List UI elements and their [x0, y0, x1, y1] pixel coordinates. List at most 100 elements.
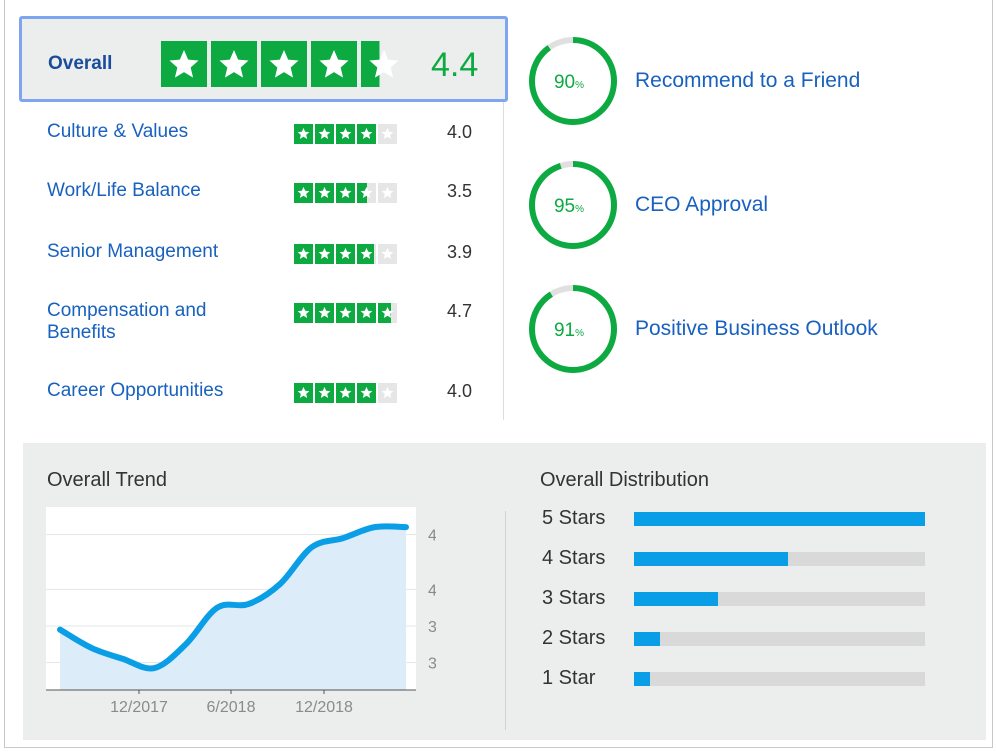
ring-label[interactable]: Positive Business Outlook — [635, 317, 878, 340]
star-icon — [381, 306, 394, 319]
y-tick-label: 4.4 — [428, 527, 436, 544]
small-star-icon — [294, 244, 313, 264]
category-value: 4.0 — [447, 381, 473, 401]
overall-star-icon — [361, 41, 407, 87]
small-star-icon — [315, 244, 334, 264]
star-icon — [318, 127, 331, 140]
ring-percent-text: 90% — [554, 72, 584, 93]
percent-ring: 95% — [529, 161, 617, 249]
distribution-label: 5 Stars — [542, 507, 606, 529]
category-label[interactable]: Culture & Values — [47, 121, 189, 142]
small-star-icon — [336, 244, 355, 264]
small-star-icon — [315, 124, 334, 144]
ring-progress — [529, 37, 617, 125]
trend-area — [60, 526, 406, 690]
category-value: 3.9 — [447, 242, 473, 262]
trend-line — [57, 523, 409, 672]
category-value: 4.0 — [447, 122, 473, 142]
star-icon — [339, 306, 352, 319]
small-star-icon — [336, 124, 355, 144]
distribution-label: 4 Stars — [542, 547, 606, 569]
distribution-label: 1 Star — [542, 667, 596, 689]
star-icon — [318, 247, 331, 260]
ring-progress — [529, 161, 617, 249]
distribution-label: 2 Stars — [542, 627, 606, 649]
small-star-icon — [315, 183, 334, 203]
star-icon — [318, 306, 331, 319]
ring-percent-unit: % — [575, 328, 584, 339]
star-icon — [339, 127, 352, 140]
distribution-bar-track — [634, 672, 925, 686]
percent-ring: 91% — [529, 285, 617, 373]
distribution-bar-fill — [634, 632, 661, 646]
star-icon — [381, 247, 394, 260]
ring-label[interactable]: Recommend to a Friend — [635, 69, 861, 92]
star-icon — [339, 186, 352, 199]
small-star-icon — [336, 303, 355, 323]
ring-percent-unit: % — [575, 204, 584, 215]
star-icon — [360, 306, 373, 319]
percent-ring: 90% — [529, 37, 617, 125]
category-label[interactable]: Career Opportunities — [47, 380, 224, 401]
star-icon — [297, 186, 310, 199]
category-stars — [294, 124, 397, 144]
x-tick-label: 12/2018 — [295, 699, 353, 716]
small-star-icon — [357, 183, 376, 203]
category-label[interactable]: Work/Life Balance — [47, 180, 201, 201]
small-star-icon — [378, 383, 397, 403]
category-value: 3.5 — [447, 181, 473, 201]
small-star-icon — [357, 303, 376, 323]
trend-title: Overall Trend — [47, 469, 168, 491]
small-star-icon — [378, 183, 397, 203]
overall-label: Overall — [48, 53, 113, 74]
ring-percent-text: 95% — [554, 196, 584, 217]
frame-bottom-border — [4, 747, 993, 748]
distribution-bar-track — [634, 592, 925, 606]
star-icon — [297, 247, 310, 260]
small-star-icon — [315, 303, 334, 323]
star-icon — [339, 386, 352, 399]
category-label[interactable]: Senior Management — [47, 241, 219, 262]
overall-star-icon — [211, 41, 257, 87]
small-star-icon — [357, 244, 376, 264]
small-star-icon — [378, 303, 397, 323]
column-divider — [503, 102, 504, 420]
small-star-icon — [294, 303, 313, 323]
star-icon — [297, 306, 310, 319]
x-tick-label: 12/2017 — [110, 699, 168, 716]
panel-divider — [505, 511, 506, 730]
trend-chart: 4.4 4.1 3.9 3.7 12/2017 6/2018 12/2018 — [46, 507, 436, 716]
category-value: 4.7 — [447, 301, 473, 321]
y-tick-label: 4.1 — [428, 582, 436, 599]
distribution-bar-fill — [634, 552, 789, 566]
small-star-icon — [357, 383, 376, 403]
y-tick-label: 3.7 — [428, 656, 436, 673]
overall-star-icon — [161, 41, 207, 87]
star-icon — [297, 386, 310, 399]
ring-progress — [529, 285, 617, 373]
star-icon — [381, 186, 394, 199]
y-tick-label: 3.9 — [428, 619, 436, 636]
star-icon — [318, 186, 331, 199]
ring-percent-number: 90 — [554, 72, 575, 93]
distribution-bar-fill — [634, 592, 719, 606]
star-icon — [169, 50, 199, 78]
category-stars — [294, 244, 397, 264]
star-icon — [369, 50, 399, 78]
distribution-bar-fill — [634, 512, 925, 526]
small-star-icon — [336, 383, 355, 403]
category-stars — [294, 383, 397, 403]
category-label[interactable]: Compensation and Benefits — [47, 300, 207, 343]
x-tick-label: 6/2018 — [207, 699, 256, 716]
ring-label[interactable]: CEO Approval — [635, 193, 769, 216]
distribution-title: Overall Distribution — [540, 469, 709, 491]
small-star-icon — [378, 244, 397, 264]
ring-percent-text: 91% — [554, 320, 584, 341]
overall-star-icon — [311, 41, 357, 87]
trend-distribution-panel: Overall Trend 4.4 4.1 3.9 3.7 12/2017 6/2018 1… — [23, 443, 986, 740]
small-star-icon — [294, 383, 313, 403]
distribution-label: 3 Stars — [542, 587, 606, 609]
overall-rating-row[interactable]: Overall 4.4 — [19, 16, 508, 102]
frame-left-border — [4, 0, 5, 748]
